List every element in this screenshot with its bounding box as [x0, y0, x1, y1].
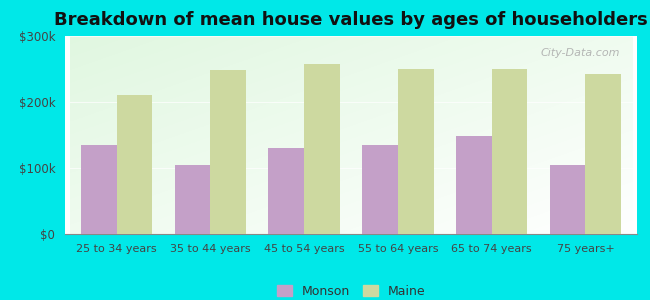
Bar — [268, 148, 304, 234]
Bar — [586, 74, 621, 234]
Bar — [491, 69, 527, 234]
Bar — [116, 95, 152, 234]
Bar — [398, 69, 434, 234]
Title: Breakdown of mean house values by ages of householders: Breakdown of mean house values by ages o… — [54, 11, 648, 29]
Bar — [175, 165, 211, 234]
Bar — [456, 136, 491, 234]
Text: City-Data.com: City-Data.com — [540, 48, 620, 58]
Bar — [211, 70, 246, 234]
Bar — [362, 145, 398, 234]
Bar — [304, 64, 340, 234]
Legend: Monson, Maine: Monson, Maine — [272, 280, 430, 300]
Bar — [81, 145, 116, 234]
Bar — [550, 165, 586, 234]
